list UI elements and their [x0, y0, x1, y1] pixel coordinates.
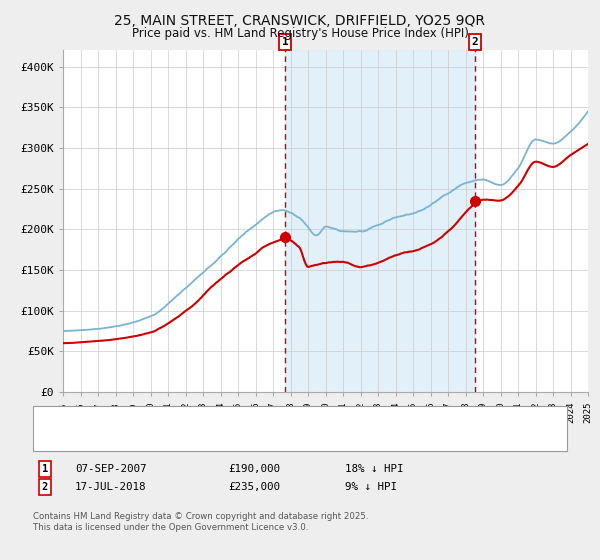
- Text: £235,000: £235,000: [228, 482, 280, 492]
- Text: 25, MAIN STREET, CRANSWICK, DRIFFIELD, YO25 9QR (detached house): 25, MAIN STREET, CRANSWICK, DRIFFIELD, Y…: [72, 414, 456, 424]
- Text: 18% ↓ HPI: 18% ↓ HPI: [345, 464, 404, 474]
- Text: 1: 1: [42, 464, 48, 474]
- Text: 25, MAIN STREET, CRANSWICK, DRIFFIELD, YO25 9QR: 25, MAIN STREET, CRANSWICK, DRIFFIELD, Y…: [115, 14, 485, 28]
- Text: HPI: Average price, detached house, East Riding of Yorkshire: HPI: Average price, detached house, East…: [72, 433, 432, 443]
- Text: £190,000: £190,000: [228, 464, 280, 474]
- Text: 2: 2: [472, 37, 478, 47]
- Text: ———: ———: [45, 412, 67, 426]
- Text: 07-SEP-2007: 07-SEP-2007: [75, 464, 146, 474]
- Text: ———: ———: [45, 431, 67, 445]
- Text: 17-JUL-2018: 17-JUL-2018: [75, 482, 146, 492]
- Text: 1: 1: [281, 37, 288, 47]
- Text: Contains HM Land Registry data © Crown copyright and database right 2025.
This d: Contains HM Land Registry data © Crown c…: [33, 512, 368, 532]
- Text: 2: 2: [42, 482, 48, 492]
- Text: Price paid vs. HM Land Registry's House Price Index (HPI): Price paid vs. HM Land Registry's House …: [131, 27, 469, 40]
- Text: 9% ↓ HPI: 9% ↓ HPI: [345, 482, 397, 492]
